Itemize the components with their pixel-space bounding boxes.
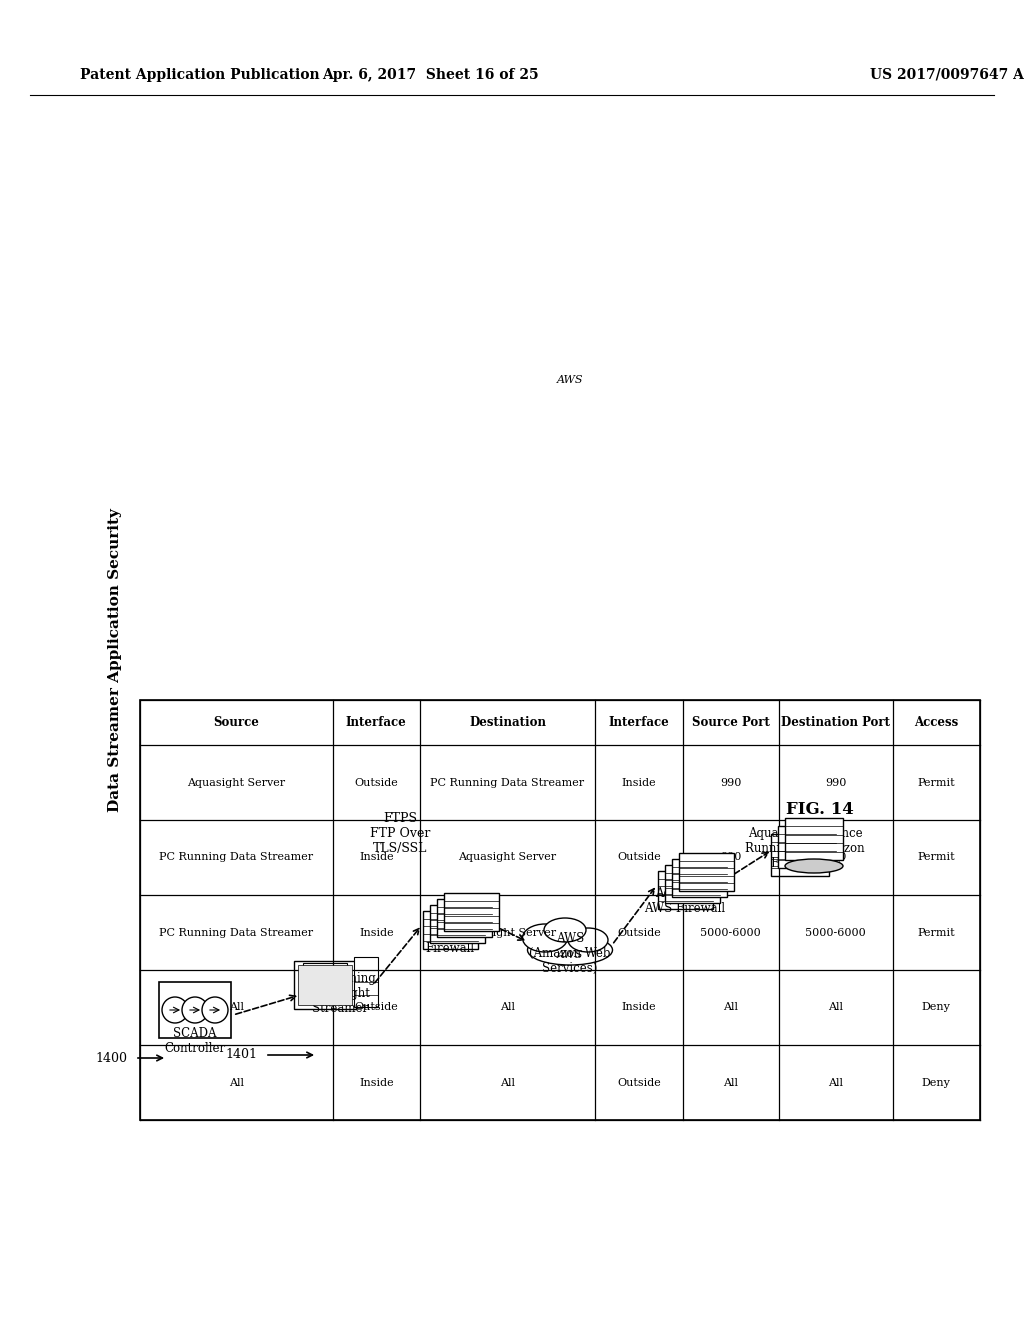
Text: PC Running Data Streamer: PC Running Data Streamer	[159, 928, 313, 937]
Bar	[672, 859, 726, 898]
Text: AWS
(Amazon Web
Services): AWS (Amazon Web Services)	[529, 932, 610, 975]
Text: Inside: Inside	[622, 777, 656, 788]
Bar	[443, 894, 499, 931]
Text: Source: Source	[213, 715, 259, 729]
Ellipse shape	[544, 917, 586, 942]
Text: 5000-6000: 5000-6000	[805, 928, 866, 937]
Text: AWS: AWS	[557, 375, 584, 385]
Text: Destination Port: Destination Port	[781, 715, 890, 729]
Text: Interface: Interface	[346, 715, 407, 729]
Text: Aquasight Server: Aquasight Server	[459, 853, 557, 862]
Text: Outside: Outside	[354, 777, 398, 788]
Text: Permit: Permit	[918, 853, 955, 862]
Bar	[159, 982, 231, 1038]
Text: All: All	[828, 1077, 843, 1088]
Text: Permit: Permit	[918, 777, 955, 788]
Bar	[303, 964, 347, 972]
Text: Aquasight Server: Aquasight Server	[459, 928, 557, 937]
Bar	[429, 906, 484, 942]
Text: All: All	[228, 1077, 244, 1088]
Ellipse shape	[785, 859, 843, 873]
Bar	[354, 957, 378, 1007]
Text: PC Running
Aquasight
Streamer: PC Running Aquasight Streamer	[304, 972, 376, 1015]
Text: FIG. 14: FIG. 14	[786, 801, 854, 818]
Circle shape	[162, 997, 188, 1023]
Bar	[778, 826, 836, 869]
Text: SCADA
Controller: SCADA Controller	[165, 1027, 225, 1055]
Text: Aquasight
AWS Firewall: Aquasight AWS Firewall	[644, 887, 726, 915]
Bar	[298, 965, 352, 1005]
Bar	[423, 911, 477, 949]
Bar	[665, 865, 720, 903]
Text: Source Port: Source Port	[691, 715, 770, 729]
Text: Interface: Interface	[608, 715, 669, 729]
Bar	[294, 961, 356, 1008]
Text: All: All	[500, 1077, 515, 1088]
Circle shape	[202, 997, 228, 1023]
Text: Deny: Deny	[922, 1077, 950, 1088]
Text: Outside: Outside	[616, 853, 660, 862]
Bar	[317, 972, 333, 981]
Bar	[436, 899, 492, 937]
Text: 5000-6000: 5000-6000	[700, 928, 761, 937]
Text: Inside: Inside	[359, 853, 393, 862]
Text: PC Running Data Streamer: PC Running Data Streamer	[430, 777, 585, 788]
Text: Apr. 6, 2017  Sheet 16 of 25: Apr. 6, 2017 Sheet 16 of 25	[322, 69, 539, 82]
Text: Data Streamer Application Security: Data Streamer Application Security	[108, 508, 122, 812]
Bar	[657, 871, 713, 909]
Text: All: All	[500, 1002, 515, 1012]
Text: 1401: 1401	[225, 1048, 257, 1061]
Text: Outside: Outside	[616, 928, 660, 937]
Text: Patent Application Publication: Patent Application Publication	[80, 69, 319, 82]
Text: 990: 990	[720, 777, 741, 788]
Text: Client
Firewall: Client Firewall	[425, 927, 474, 954]
Text: Destination: Destination	[469, 715, 546, 729]
Bar	[140, 700, 980, 1119]
Text: FTPS
FTP Over
TLS/SSL: FTPS FTP Over TLS/SSL	[370, 812, 430, 855]
Text: US 2017/0097647 A1: US 2017/0097647 A1	[870, 69, 1024, 82]
Text: 990: 990	[825, 777, 846, 788]
Bar	[771, 834, 829, 876]
Text: 990: 990	[720, 853, 741, 862]
Text: All: All	[723, 1002, 738, 1012]
Text: Inside: Inside	[622, 1002, 656, 1012]
Text: AWS: AWS	[557, 950, 584, 960]
Text: 1400: 1400	[95, 1052, 127, 1064]
Ellipse shape	[522, 924, 567, 952]
Text: Permit: Permit	[918, 928, 955, 937]
Circle shape	[182, 997, 208, 1023]
Text: Aquasight Server: Aquasight Server	[187, 777, 286, 788]
Text: All: All	[228, 1002, 244, 1012]
Text: Outside: Outside	[616, 1077, 660, 1088]
Ellipse shape	[568, 928, 608, 952]
Text: Aquasight Instance
Running on Amazon
EC2 Server: Aquasight Instance Running on Amazon EC2…	[745, 828, 865, 870]
Text: All: All	[828, 1002, 843, 1012]
Text: 990: 990	[825, 853, 846, 862]
Text: Inside: Inside	[359, 1077, 393, 1088]
Text: Deny: Deny	[922, 1002, 950, 1012]
Bar	[679, 853, 733, 891]
Text: Access: Access	[914, 715, 958, 729]
Text: All: All	[723, 1077, 738, 1088]
Ellipse shape	[527, 935, 612, 965]
Text: PC Running Data Streamer: PC Running Data Streamer	[159, 853, 313, 862]
Text: Outside: Outside	[354, 1002, 398, 1012]
Bar	[785, 818, 843, 861]
Text: Inside: Inside	[359, 928, 393, 937]
